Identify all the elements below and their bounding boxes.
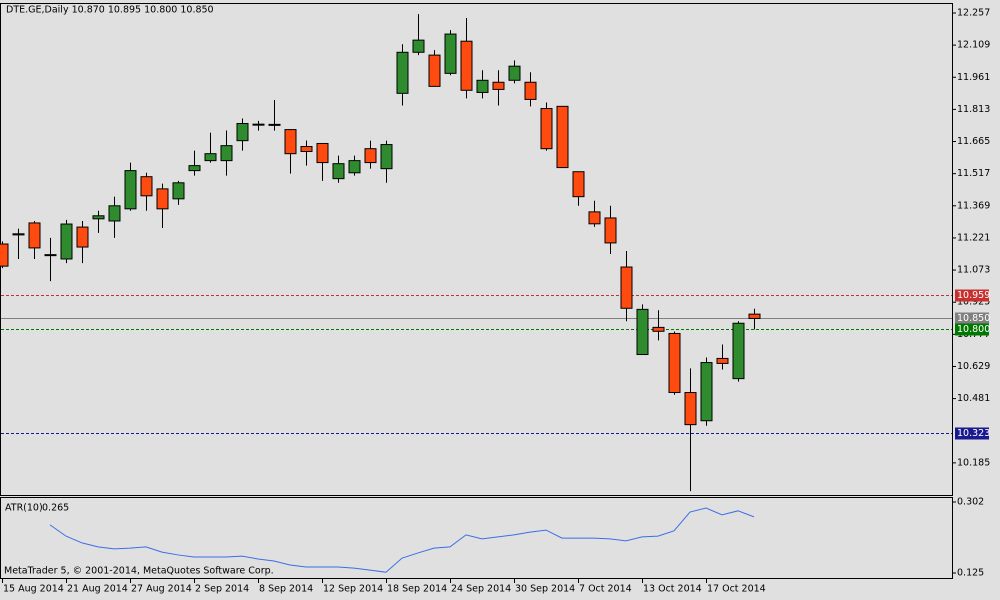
x-tick-label: 27 Aug 2014 [131,584,192,595]
candle-body [588,211,601,225]
candle-body [732,322,745,380]
level-label-box [955,289,989,302]
candle-body [412,39,425,53]
x-tick-label: 24 Sep 2014 [451,584,511,595]
y-tick-label: 10.481 [957,393,990,404]
x-tick-label: 30 Sep 2014 [515,584,575,595]
candle-body [268,123,281,126]
atr-panel [0,497,953,579]
candle-body [556,105,569,169]
candle-body [444,33,457,74]
candle-body [188,165,201,172]
x-tick-label: 12 Sep 2014 [323,584,383,595]
candle-body [332,163,345,180]
candle-body [236,123,249,142]
candle-body [252,123,265,126]
candle-body [396,51,409,94]
candle-body [364,148,377,164]
y-tick-label: 11.073 [957,265,990,276]
x-tick-label: 13 Oct 2014 [643,584,702,595]
candle-body [284,129,297,155]
level-label: 10.959 [957,290,990,301]
candle-body [220,145,233,162]
level-label-box [955,427,989,440]
candle-body [700,362,713,422]
candle-body [92,215,105,220]
y-tick-label: 11.517 [957,168,990,179]
y-tick-label: 11.665 [957,136,990,147]
atr-title: ATR(10) [5,503,43,514]
candle-body [604,217,617,244]
candle-body [684,392,697,426]
candle-body [572,171,585,198]
level-label: 10.800 [957,324,990,335]
candle-body [28,222,41,249]
candle-body [508,65,521,81]
candle-body [428,54,441,87]
candle-body [12,233,25,236]
x-tick-label: 21 Aug 2014 [67,584,128,595]
atr-line [49,507,755,573]
candle-body [652,326,665,332]
y-tick-label: 10.185 [957,457,990,468]
candle-body [60,223,73,260]
candle-body [124,170,137,210]
y-tick-label: 12.109 [957,40,990,51]
atr-value: 0.265 [42,503,69,514]
candle-body [156,188,169,210]
chart-title: DTE.GE,Daily 10.870 10.895 10.800 10.850 [6,5,214,16]
y-tick-label: 0.125 [957,567,984,578]
x-tick-label: 18 Sep 2014 [387,584,447,595]
y-tick-label: 11.813 [957,104,990,115]
y-tick-label: 10.925 [957,297,990,308]
y-tick-label: 11.961 [957,72,990,83]
candle-body [524,81,537,100]
candle-body [204,153,217,162]
candle-body [492,81,505,90]
candle-body [460,40,473,91]
y-tick-label: 10.629 [957,361,990,372]
candle-body [172,182,185,200]
x-tick-label: 7 Oct 2014 [579,584,632,595]
y-tick-label: 11.221 [957,232,990,243]
candle-body [540,108,553,150]
candle-body [716,357,729,364]
x-tick-label: 17 Oct 2014 [707,584,766,595]
candle-body [300,146,313,153]
level-label-box [955,323,989,336]
candle-body [636,308,649,356]
candle-body [108,205,121,222]
level-label-box [955,312,989,325]
y-tick-label: 11.369 [957,200,990,211]
level-label: 10.323 [957,428,990,439]
y-tick-label: 0.302 [957,497,984,508]
candle-body [76,226,89,248]
candle-body [348,160,361,174]
copyright: MetaTrader 5, © 2001-2014, MetaQuotes So… [4,566,274,577]
candle-body [0,243,9,267]
x-tick-label: 15 Aug 2014 [3,584,64,595]
candle-body [748,313,761,319]
candle-body [668,332,681,394]
candle-body [44,254,57,257]
candle-body [380,144,393,170]
candle-body [316,142,329,164]
x-tick-label: 8 Sep 2014 [259,584,313,595]
candle-body [140,176,153,197]
candle-body [476,79,489,93]
candle-body [620,266,633,309]
x-tick-label: 2 Sep 2014 [195,584,249,595]
level-label: 10.850 [957,313,990,324]
y-tick-label: 12.257 [957,7,990,18]
